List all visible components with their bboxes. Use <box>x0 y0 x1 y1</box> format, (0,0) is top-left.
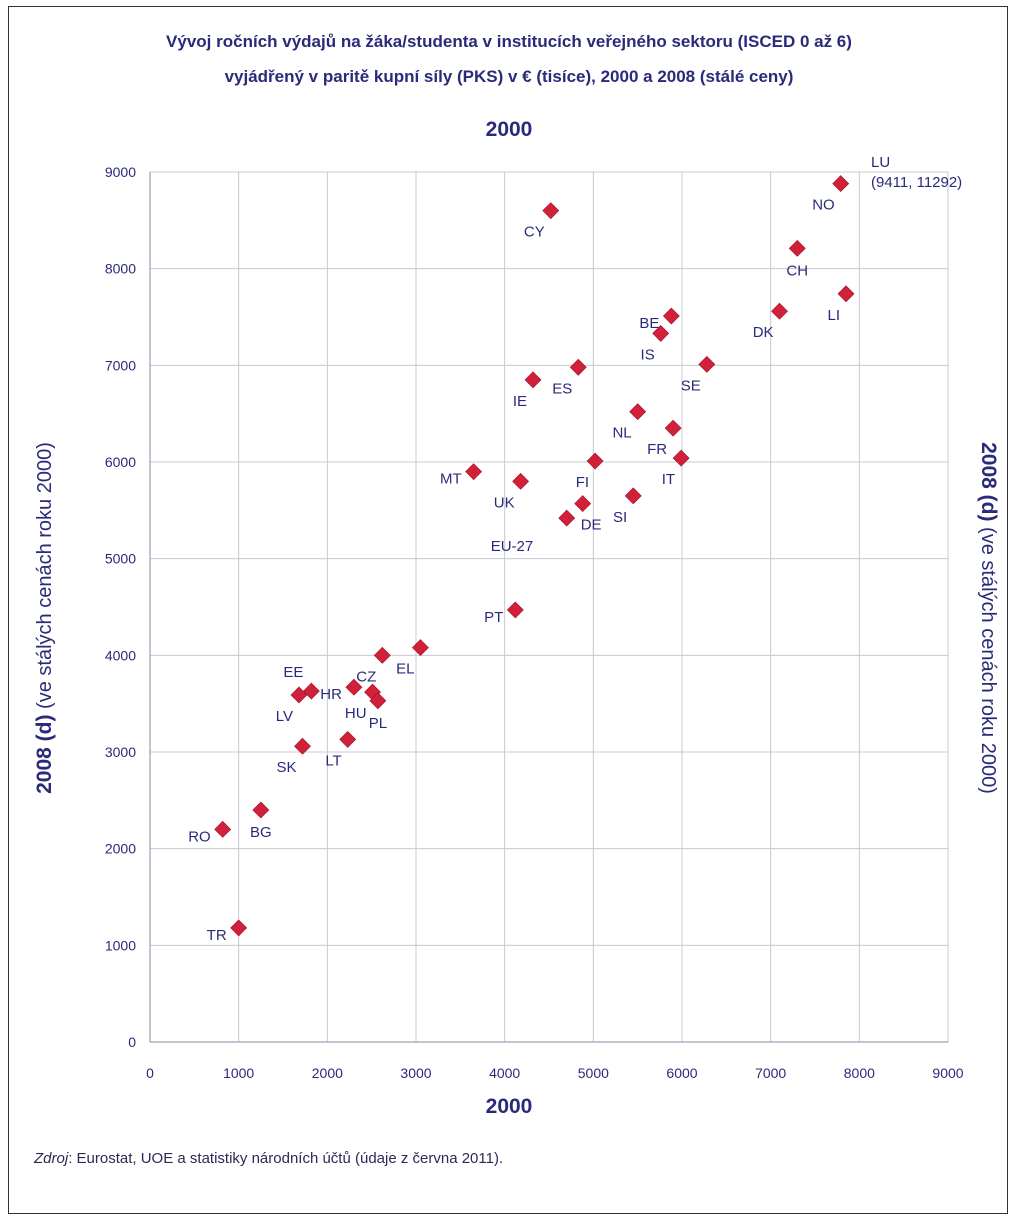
point-marker <box>624 487 642 505</box>
point-marker <box>672 449 690 467</box>
point-label: BE <box>639 315 659 332</box>
y-tick-label: 1000 <box>105 937 136 953</box>
y-tick-label: 3000 <box>105 744 136 760</box>
point-label: EU-27 <box>491 538 534 555</box>
y-tick-label: 5000 <box>105 551 136 567</box>
point-label: RO <box>188 828 211 845</box>
point-label: UK <box>494 494 515 511</box>
source-text: : Eurostat, UOE a statistiky národních ú… <box>68 1150 504 1167</box>
point-marker <box>302 682 320 700</box>
point-marker <box>662 307 680 325</box>
source-note: Zdroj: Eurostat, UOE a statistiky národn… <box>34 1150 503 1167</box>
point-marker <box>586 452 604 470</box>
y-tick-label: 0 <box>128 1034 136 1050</box>
point-marker <box>832 175 850 193</box>
point-marker <box>569 358 587 376</box>
point-label: IS <box>641 346 655 363</box>
point-label: SE <box>681 377 701 394</box>
y-tick-label: 9000 <box>105 164 136 180</box>
point-label: HR <box>320 686 342 703</box>
source-prefix: Zdroj <box>34 1150 69 1167</box>
outlier-label: LU <box>871 154 890 171</box>
point-marker <box>339 731 357 748</box>
point-label: SI <box>613 509 627 526</box>
x-tick-label: 2000 <box>312 1065 343 1081</box>
x-tick-label: 0 <box>146 1065 154 1081</box>
x-tick-label: 4000 <box>489 1065 520 1081</box>
point-label: IT <box>662 471 675 488</box>
point-label: MT <box>440 471 462 488</box>
point-marker <box>788 239 806 257</box>
x-tick-label: 3000 <box>400 1065 431 1081</box>
point-marker <box>412 639 429 657</box>
point-marker <box>574 495 592 512</box>
point-label: HU <box>345 705 367 722</box>
point-label: NL <box>612 425 631 442</box>
point-label: CY <box>524 224 545 241</box>
point-label: EL <box>396 661 414 678</box>
x-tick-label: 5000 <box>578 1065 609 1081</box>
point-label: EE <box>283 664 303 681</box>
x-tick-label: 6000 <box>666 1065 697 1081</box>
point-label: FI <box>576 474 589 491</box>
x-tick-label: 8000 <box>844 1065 875 1081</box>
outlier-value-label: (9411, 11292) <box>871 174 962 191</box>
x-axis-label: 2000 <box>485 1095 533 1118</box>
point-label: LT <box>325 752 341 769</box>
point-label: CH <box>786 262 808 279</box>
point-label: DE <box>581 517 602 534</box>
point-marker <box>345 678 363 696</box>
x-tick-label: 9000 <box>932 1065 963 1081</box>
point-marker <box>558 509 576 527</box>
point-label: CZ <box>356 668 376 685</box>
point-label: TR <box>207 927 227 944</box>
point-marker <box>629 403 647 421</box>
x-tick-label: 7000 <box>755 1065 786 1081</box>
point-marker <box>294 737 311 755</box>
figure-frame <box>8 6 1008 1214</box>
point-label: FR <box>647 441 667 458</box>
point-marker <box>512 472 530 490</box>
point-marker <box>652 325 670 342</box>
point-label: DK <box>753 324 774 341</box>
point-marker <box>290 686 308 704</box>
point-marker <box>771 302 788 320</box>
y-tick-label: 2000 <box>105 841 136 857</box>
point-marker <box>373 646 391 664</box>
x-tick-label: 1000 <box>223 1065 254 1081</box>
point-label: NO <box>812 197 835 214</box>
y-tick-label: 7000 <box>105 357 136 373</box>
point-marker <box>837 285 855 303</box>
y-tick-label: 4000 <box>105 647 136 663</box>
point-marker <box>214 820 232 838</box>
point-label: PL <box>369 715 387 732</box>
point-label: ES <box>552 380 572 397</box>
y-tick-label: 8000 <box>105 261 136 277</box>
point-label: PT <box>484 609 503 626</box>
point-marker <box>465 463 483 481</box>
point-marker <box>506 601 524 619</box>
chart-title-line1: Vývoj ročních výdajů na žáka/studenta v … <box>166 32 852 51</box>
point-label: LI <box>828 307 841 324</box>
point-label: SK <box>276 759 296 776</box>
point-marker <box>369 692 387 710</box>
point-marker <box>664 419 682 437</box>
y-tick-label: 6000 <box>105 454 136 470</box>
point-marker <box>252 801 270 819</box>
point-label: IE <box>513 393 527 410</box>
point-label: BG <box>250 824 272 841</box>
point-marker <box>230 919 248 937</box>
point-marker <box>542 202 560 220</box>
point-label: LV <box>276 708 293 725</box>
top-axis-label: 2000 <box>485 118 533 141</box>
chart-title-line2: vyjádřený v paritě kupní síly (PKS) v € … <box>224 67 794 86</box>
point-marker <box>698 355 716 373</box>
point-marker <box>524 371 542 389</box>
